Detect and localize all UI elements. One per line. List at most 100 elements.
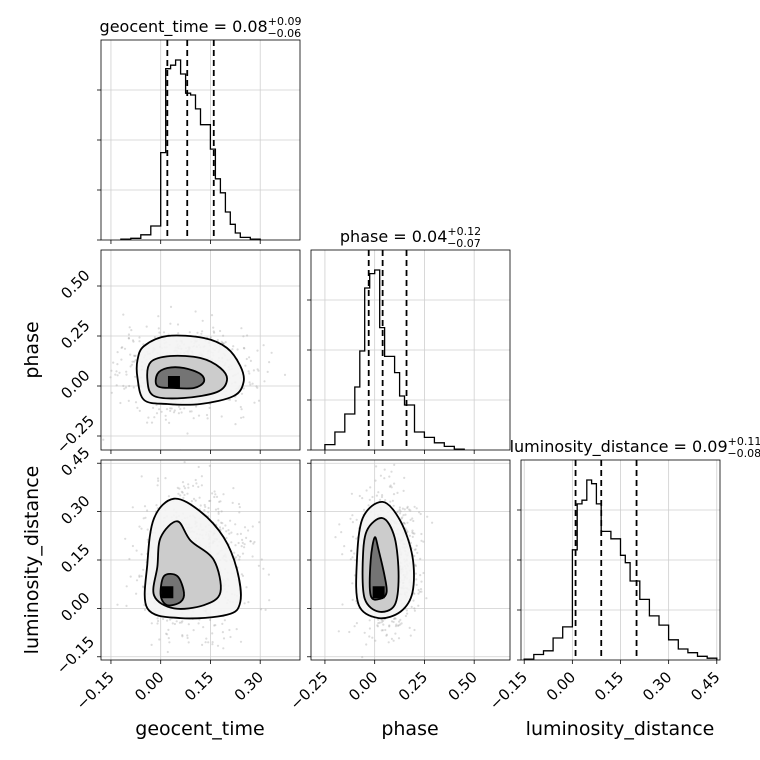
scatter-point [381, 629, 384, 632]
scatter-point [221, 622, 224, 626]
scatter-point [121, 346, 124, 349]
scatter-point [375, 494, 378, 497]
scatter-point [209, 499, 212, 502]
scatter-point [420, 539, 423, 542]
scatter-point [393, 617, 396, 620]
scatter-point [242, 335, 245, 338]
scatter-point [162, 617, 165, 621]
scatter-point [167, 637, 170, 640]
scatter-point [188, 331, 191, 334]
scatter-point [169, 618, 172, 621]
scatter-point [248, 356, 251, 359]
scatter-point [406, 612, 409, 615]
scatter-point [249, 540, 252, 543]
title-text: geocent_time = 0.08 [100, 17, 268, 37]
scatter-point [232, 487, 235, 490]
scatter-point [138, 336, 141, 339]
scatter-point [123, 347, 127, 350]
scatter-point [216, 338, 219, 342]
scatter-point [134, 354, 137, 357]
scatter-point [169, 407, 172, 410]
scatter-point [157, 327, 160, 330]
scatter-point [164, 418, 167, 421]
scatter-point [416, 551, 419, 555]
scatter-point [129, 353, 132, 356]
scatter-point [204, 505, 207, 508]
scatter-point [192, 484, 195, 487]
scatter-point [187, 483, 190, 486]
scatter-point [412, 599, 415, 602]
scatter-point [186, 634, 189, 637]
scatter-point [156, 484, 159, 487]
scatter-point [419, 574, 422, 577]
scatter-point [415, 507, 418, 510]
scatter-point [399, 618, 402, 622]
scatter-point [203, 503, 206, 507]
scatter-point [183, 461, 186, 464]
scatter-point [138, 574, 141, 577]
scatter-point [241, 552, 245, 555]
scatter-point [406, 521, 409, 524]
scatter-point [348, 630, 351, 634]
contour-level-1 [368, 536, 388, 601]
scatter-point [307, 363, 309, 365]
scatter-point [214, 624, 217, 627]
x-tick-label: 0.30 [639, 668, 675, 704]
title-plus: +0.09 [268, 15, 302, 28]
scatter-point [119, 401, 122, 405]
x-tick-label: −0.15 [486, 668, 531, 713]
histogram-geocent-time [97, 39, 301, 244]
scatter-point [243, 546, 246, 549]
scatter-point [409, 509, 412, 512]
scatter-point [132, 340, 135, 343]
scatter-point [236, 554, 240, 557]
scatter-point [182, 496, 185, 499]
scatter-point [169, 322, 172, 325]
scatter-point [396, 510, 399, 514]
scatter-point [240, 327, 243, 330]
scatter-point [406, 530, 409, 533]
scatter-point [208, 406, 211, 409]
scatter-point [155, 504, 158, 507]
scatter-point [257, 369, 260, 372]
scatter-point [125, 585, 128, 588]
scatter-point [414, 548, 417, 551]
scatter-point [206, 417, 209, 420]
panel-border [100, 249, 301, 451]
scatter-point [351, 521, 354, 524]
x-tick-label: 0.25 [395, 668, 431, 704]
scatter-point [140, 475, 143, 478]
scatter-point [378, 621, 381, 624]
scatter-point [417, 592, 420, 595]
scatter-point [412, 519, 415, 523]
scatter-point [408, 626, 411, 630]
scatter-point [394, 632, 397, 635]
scatter-point [235, 628, 238, 631]
joint-phase-luminosity-distance [307, 459, 511, 664]
scatter-point [208, 464, 211, 467]
contour-level-2 [361, 517, 400, 613]
scatter-point [415, 578, 418, 581]
scatter-point [390, 620, 394, 623]
x-axis-label-phase: phase [381, 718, 438, 740]
scatter-point [414, 564, 417, 568]
scatter-point [393, 482, 396, 485]
scatter-point [220, 340, 223, 343]
scatter-point [252, 369, 255, 372]
x-axis-label-luminosity-distance: luminosity_distance [526, 718, 715, 740]
scatter-point [376, 625, 379, 628]
scatter-point [125, 604, 128, 608]
y-tick-label: 0.00 [57, 366, 93, 402]
scatter-point [198, 496, 201, 499]
scatter-point [177, 492, 180, 495]
scatter-point [133, 354, 136, 358]
title-minus: −0.08 [727, 447, 760, 460]
scatter-point [176, 486, 179, 489]
y-tick-label: 0.00 [57, 589, 93, 625]
scatter-point [234, 544, 237, 547]
histogram-step [523, 479, 718, 660]
x-tick-label: 0.15 [181, 668, 217, 704]
panel-title-luminosity-distance: luminosity_distance = 0.09+0.11 −0.08 [510, 435, 760, 460]
scatter-point [367, 504, 370, 507]
scatter-point [380, 629, 383, 632]
